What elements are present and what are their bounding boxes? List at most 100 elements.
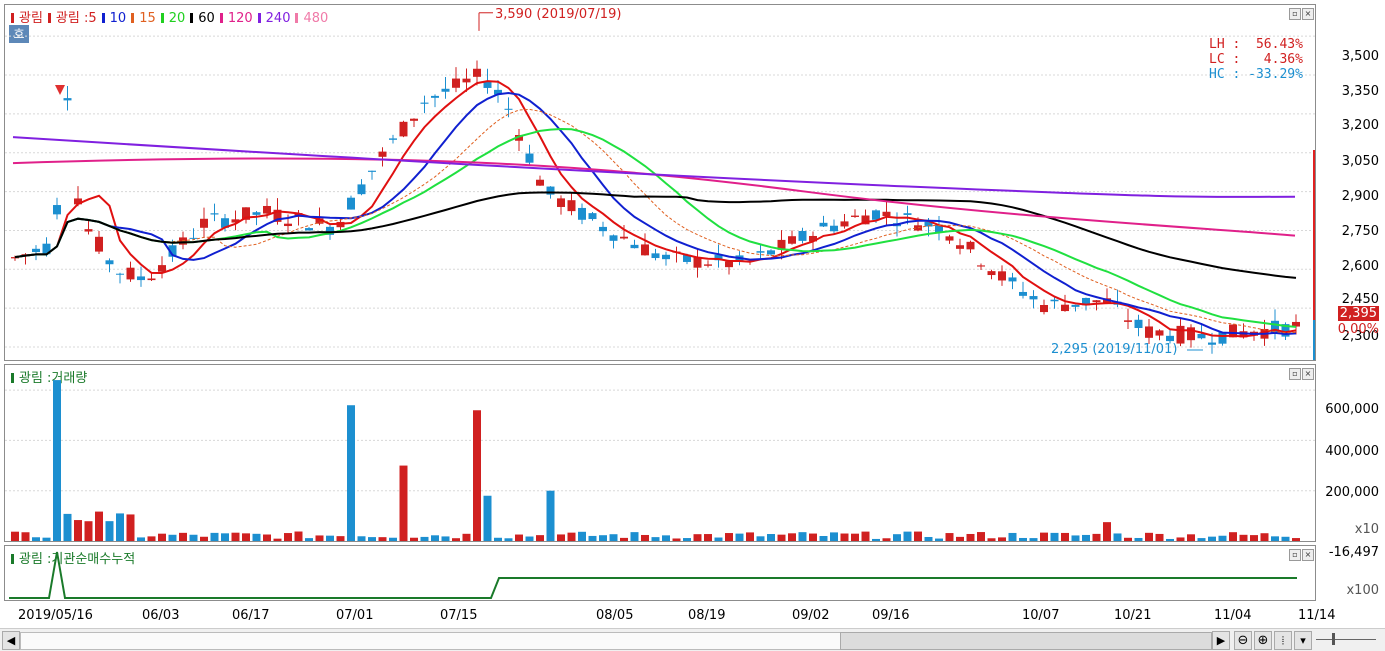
- volume-bar: [21, 532, 30, 541]
- current-range-bar: [1313, 150, 1315, 320]
- volume-bar: [231, 532, 240, 541]
- candle-body: [788, 236, 796, 244]
- candle-body: [347, 197, 355, 210]
- scroll-thumb[interactable]: [840, 632, 1212, 650]
- candle-body: [200, 218, 208, 228]
- price-tick: 2,600: [1341, 259, 1379, 274]
- quote-badge[interactable]: 호: [9, 25, 29, 43]
- candle-body: [399, 121, 408, 137]
- candle-body: [1019, 291, 1027, 296]
- candle-body: [168, 245, 177, 257]
- volume-bar: [840, 533, 849, 541]
- high-label: 3,590 (2019/07/19): [495, 7, 621, 22]
- chart-options-icon[interactable]: ▾: [1294, 631, 1312, 650]
- close-pane-icon[interactable]: ×: [1302, 368, 1314, 380]
- volume-bar: [158, 533, 166, 541]
- volume-bar: [672, 538, 681, 541]
- candle-body: [599, 226, 607, 232]
- candle-body: [1029, 296, 1038, 300]
- volume-bar: [105, 521, 114, 541]
- date-tick: 2019/05/16: [18, 608, 93, 623]
- volume-bar: [557, 534, 565, 541]
- candle-body: [210, 213, 219, 215]
- price-tick: 2,750: [1341, 224, 1379, 239]
- institution-unit: x100: [1346, 583, 1379, 598]
- bars-icon[interactable]: ⦙: [1274, 631, 1292, 650]
- volume-bar: [1082, 534, 1090, 541]
- volume-bar: [809, 533, 817, 541]
- institution-chart-pane[interactable]: 광림 :기관순매수누적 ▫ ×: [4, 545, 1316, 601]
- candle-body: [84, 229, 93, 232]
- ma5-line: [14, 80, 1297, 338]
- candle-body: [263, 205, 271, 214]
- date-tick: 11/14: [1298, 608, 1336, 623]
- candle-body: [410, 118, 418, 121]
- price-tick: 2,300: [1341, 329, 1379, 344]
- volume-bar: [252, 533, 261, 541]
- chart-scrollbar[interactable]: ◀ ▶ ⊖ ⊕ ⦙ ▾: [0, 628, 1385, 651]
- candle-body: [704, 264, 712, 266]
- volume-bar: [221, 533, 229, 541]
- scroll-right-icon[interactable]: ▶: [1212, 631, 1230, 650]
- volume-bar: [966, 533, 975, 541]
- ma15-line: [14, 108, 1297, 334]
- volume-bar: [210, 532, 219, 541]
- volume-bar: [1092, 533, 1101, 541]
- scroll-left-icon[interactable]: ◀: [2, 631, 20, 650]
- zoom-out-icon[interactable]: ⊖: [1234, 631, 1252, 650]
- volume-bar: [284, 533, 292, 541]
- volume-bar: [315, 535, 324, 541]
- volume-bar: [1239, 534, 1248, 541]
- candle-body: [1166, 335, 1174, 342]
- volume-bar: [1029, 538, 1038, 541]
- close-pane-icon[interactable]: ×: [1302, 549, 1314, 561]
- institution-legend: 광림 :기관순매수누적: [11, 548, 140, 567]
- volume-bar: [42, 537, 51, 541]
- candle-body: [42, 243, 51, 255]
- candle-body: [620, 236, 628, 239]
- candle-body: [357, 184, 366, 195]
- minimize-pane-icon[interactable]: ▫: [1289, 8, 1301, 20]
- candle-body: [966, 241, 975, 250]
- scroll-track[interactable]: [20, 632, 842, 650]
- volume-bar: [1208, 536, 1216, 541]
- minimize-pane-icon[interactable]: ▫: [1289, 368, 1301, 380]
- candle-body: [987, 271, 996, 276]
- minimize-pane-icon[interactable]: ▫: [1289, 549, 1301, 561]
- volume-legend-label: 광림 :거래량: [19, 371, 88, 386]
- volume-bar: [515, 534, 523, 541]
- candle-body: [147, 278, 156, 281]
- zoom-slider-handle[interactable]: [1332, 633, 1335, 645]
- volume-bar: [1250, 535, 1258, 541]
- volume-bar: [893, 534, 901, 541]
- close-pane-icon[interactable]: ×: [1302, 8, 1314, 20]
- volume-chart-pane[interactable]: 광림 :거래량 ▫ ×: [4, 364, 1316, 542]
- volume-bar: [693, 534, 702, 541]
- volume-bar: [651, 537, 660, 541]
- volume-bar: [494, 537, 502, 541]
- institution-legend-label: 광림 :기관순매수누적: [19, 552, 136, 567]
- volume-bar: [294, 531, 303, 541]
- zoom-slider[interactable]: [1316, 639, 1376, 640]
- zoom-in-icon[interactable]: ⊕: [1254, 631, 1272, 650]
- volume-bar: [116, 513, 124, 541]
- candle-body: [1040, 305, 1048, 313]
- volume-bar: [1019, 537, 1027, 541]
- volume-bar: [872, 538, 880, 541]
- price-chart-pane[interactable]: 광림 광림 :5 10 15 20 60 120 240 480 호 ▫ × 3,590 (20…: [4, 4, 1316, 361]
- hc-stat: HC : -33.29%: [1209, 67, 1303, 82]
- date-tick: 10/07: [1022, 608, 1060, 623]
- volume-bar: [200, 536, 208, 541]
- volume-bar: [1187, 534, 1195, 541]
- volume-bar: [704, 534, 712, 541]
- volume-bar: [126, 514, 135, 541]
- candle-body: [851, 215, 859, 217]
- candle-body: [546, 186, 555, 195]
- volume-bar: [399, 465, 408, 541]
- price-tick: 3,350: [1341, 84, 1379, 99]
- legend-swatch: [131, 13, 135, 23]
- candle-body: [105, 260, 114, 265]
- price-tick: 3,050: [1341, 154, 1379, 169]
- candle-body: [1124, 320, 1132, 322]
- volume-bar: [546, 490, 555, 541]
